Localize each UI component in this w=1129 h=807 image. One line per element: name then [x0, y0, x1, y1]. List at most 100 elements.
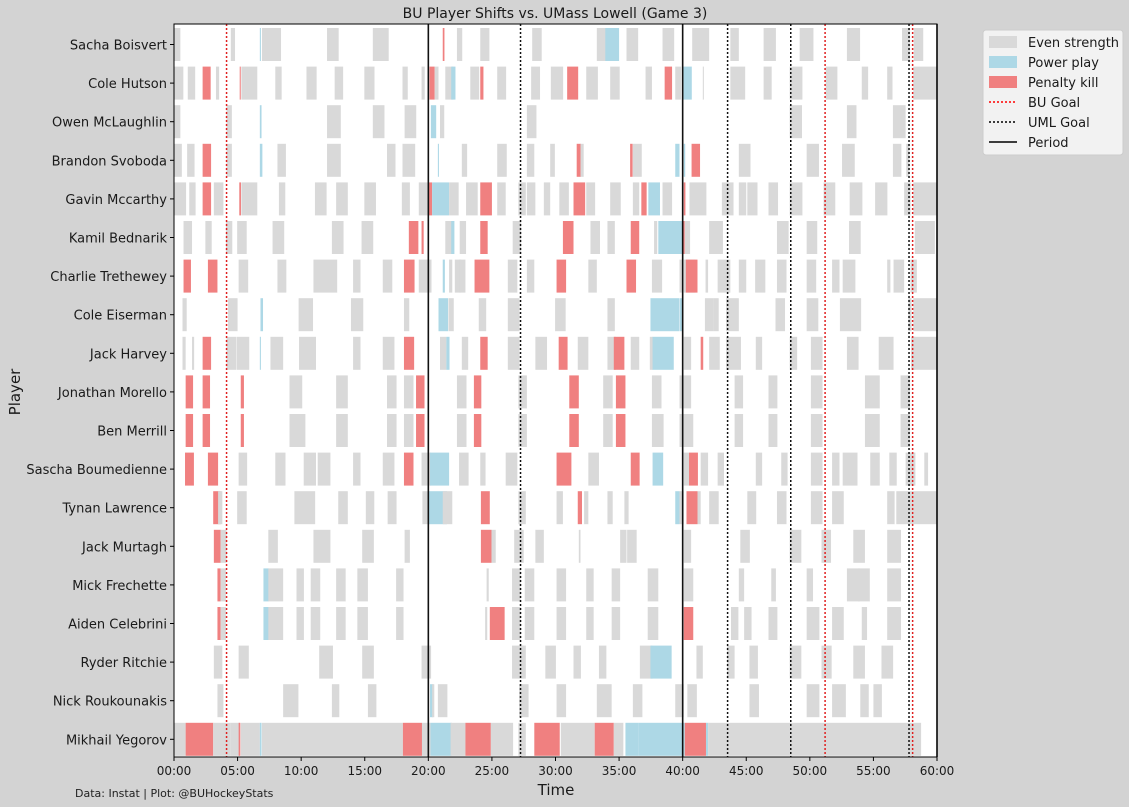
shift-bar	[789, 182, 803, 216]
shift-bar	[900, 414, 911, 447]
shift-bar	[870, 452, 880, 486]
shift-bar	[334, 66, 344, 100]
shift-bar	[237, 491, 247, 525]
shift-bar	[709, 336, 720, 370]
shift-bar	[810, 336, 823, 370]
shift-bar	[550, 66, 564, 100]
shift-bar	[174, 105, 181, 139]
shift-bar	[906, 143, 910, 177]
legend-label: Even strength	[1028, 36, 1119, 51]
shift-bar	[596, 684, 612, 718]
shift-bar	[687, 684, 697, 718]
player-label: Jack Harvey	[89, 347, 167, 362]
shift-bar	[202, 182, 212, 216]
shift-bar	[649, 336, 653, 370]
shift-bar	[913, 66, 937, 100]
shift-bar	[550, 143, 555, 177]
shift-bar	[497, 66, 507, 100]
shift-bar	[893, 259, 905, 293]
shift-bar	[507, 259, 518, 293]
shift-bar	[430, 684, 434, 718]
shift-bar	[806, 607, 820, 640]
shift-bar	[705, 259, 709, 293]
shift-bar	[675, 66, 682, 100]
shift-bar	[259, 105, 262, 139]
shift-bar	[272, 221, 285, 254]
shift-bar	[442, 28, 445, 61]
shift-bar	[887, 259, 891, 293]
shift-bar	[437, 143, 439, 177]
shift-bar	[686, 491, 698, 525]
shift-bar	[892, 105, 906, 139]
shift-bar	[832, 684, 846, 718]
shift-bar	[730, 28, 739, 61]
shift-bar	[237, 221, 247, 254]
shift-bar	[480, 491, 490, 525]
shift-bar	[202, 143, 212, 177]
shift-bar	[607, 298, 615, 332]
player-label: Sacha Boisvert	[70, 39, 167, 54]
shift-bar	[470, 66, 480, 100]
shift-bar	[218, 491, 223, 525]
shift-bar	[225, 221, 233, 254]
shift-bar	[353, 259, 361, 293]
shift-bar	[700, 336, 704, 370]
shift-bar	[183, 221, 193, 254]
shift-bar	[776, 259, 787, 293]
shift-bar	[439, 105, 445, 139]
shift-bar	[416, 414, 425, 447]
shift-bar	[480, 28, 490, 61]
player-labels: Sacha Boisvert Cole Hutson Owen McLaughlin…	[26, 39, 174, 748]
shift-bar	[675, 143, 680, 177]
player-label: Aiden Celebrini	[68, 618, 167, 633]
shift-bar	[559, 182, 569, 216]
x-tick-label: 05:00	[220, 764, 255, 778]
shift-bar	[887, 491, 895, 525]
shift-bar	[683, 568, 694, 602]
shift-bar	[526, 182, 536, 216]
x-tick-label: 10:00	[284, 764, 319, 778]
shift-bar	[451, 221, 455, 254]
shift-bar	[864, 375, 880, 409]
shift-bar	[832, 259, 840, 293]
shift-bar	[679, 375, 692, 409]
shift-bar	[404, 105, 417, 139]
shift-bar	[651, 375, 662, 409]
shift-bar	[526, 105, 537, 139]
shift-bar	[639, 645, 653, 679]
shift-bar	[427, 182, 433, 216]
shift-bar	[456, 375, 467, 409]
shift-bar	[709, 221, 723, 254]
shift-bar	[913, 28, 924, 61]
shift-bar	[442, 491, 453, 525]
player-label: Brandon Svoboda	[52, 154, 167, 169]
shift-bar	[474, 259, 490, 293]
shift-bar	[213, 529, 221, 563]
shift-bar	[908, 298, 912, 332]
shift-bar	[683, 182, 686, 216]
shift-bar	[846, 105, 857, 139]
shift-bar	[683, 452, 690, 486]
shift-bar	[775, 298, 786, 332]
shift-bar	[480, 336, 488, 370]
shift-bar	[226, 336, 237, 370]
shift-bar	[430, 722, 452, 756]
shift-bar	[768, 414, 778, 447]
shift-bar	[402, 722, 422, 756]
shift-bar	[449, 182, 459, 216]
shift-bar	[439, 336, 447, 370]
shift-bar	[535, 336, 548, 370]
shift-bar	[683, 529, 692, 563]
shift-bar	[626, 259, 637, 293]
shift-bar	[524, 568, 535, 602]
shift-bar	[738, 182, 747, 216]
shift-bar	[858, 568, 870, 602]
shift-bar	[401, 182, 410, 216]
shift-bar	[823, 182, 836, 216]
shift-bar	[873, 684, 882, 718]
shift-bar	[849, 221, 861, 254]
y-axis-label: Player	[6, 368, 24, 416]
shift-bar	[613, 336, 625, 370]
shift-bar	[480, 452, 486, 486]
shift-bar	[821, 529, 832, 563]
